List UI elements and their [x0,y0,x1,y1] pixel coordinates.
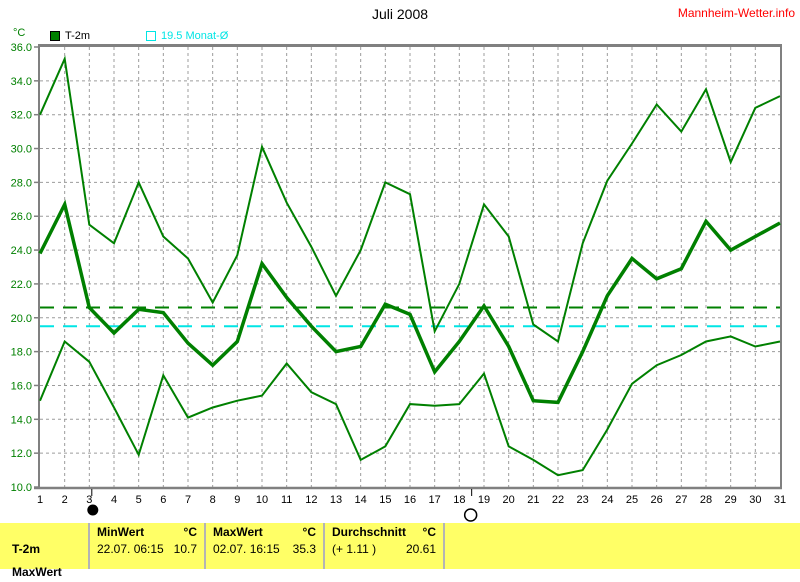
x-tick-label: 3 [86,494,92,506]
x-tick-label: 4 [111,494,117,506]
legend-item-t2m: T-2m [50,30,90,42]
x-tick-label: 20 [503,494,515,506]
x-tick-label: 18 [453,494,465,506]
sensor-label-column: T-2m MaxWert [0,523,88,579]
maxwert-header: MaxWert [213,525,263,539]
durchschnitt-delta: (+ 1.11 ) [332,542,377,556]
x-tick-label: 13 [330,494,342,506]
x-tick-label: 21 [527,494,539,506]
x-tick-label: 27 [675,494,687,506]
maxwert-datetime: 02.07. 16:15 [213,542,280,556]
x-tick-label: 5 [136,494,142,506]
y-axis-unit-label: °C [13,27,26,39]
x-tick-label: 8 [210,494,216,506]
maxwert-column: MaxWert °C 02.07. 16:15 35.3 [204,523,323,569]
legend-label: T-2m [65,30,91,42]
x-tick-label: 10 [256,494,268,506]
y-tick-label: 16.0 [11,380,32,392]
clipped-next-row-label: MaxWert [12,565,62,579]
y-tick-label: 36.0 [11,42,32,54]
legend-swatch-filled-icon [50,31,60,41]
x-tick-label: 19 [478,494,490,506]
y-tick-label: 30.0 [11,144,32,156]
legend-label: 19.5 Monat-Ø [161,30,229,42]
stats-table: T-2m MaxWert MinWert °C 22.07. 06:15 10.… [0,523,800,579]
y-tick-label: 10.0 [11,482,32,494]
x-tick-label: 22 [552,494,564,506]
x-tick-label: 15 [379,494,391,506]
x-tick-label: 2 [62,494,68,506]
durchschnitt-unit: °C [422,525,436,539]
series-line-max [39,55,781,344]
new-moon-icon [87,504,99,516]
x-tick-label: 26 [651,494,663,506]
series-line-mean [38,199,781,405]
x-tick-label: 23 [577,494,589,506]
maxwert-value: 35.3 [292,542,316,556]
durchschnitt-column: Durchschnitt °C (+ 1.11 ) 20.61 [323,523,443,569]
empty-column [443,523,800,569]
y-tick-label: 28.0 [11,177,32,189]
x-tick-label: 30 [749,494,761,506]
maxwert-unit: °C [302,525,316,539]
sensor-name: T-2m [12,542,41,556]
x-tick-label: 25 [626,494,638,506]
minwert-value: 10.7 [173,542,197,556]
site-link[interactable]: Mannheim-Wetter.info [677,6,795,20]
x-tick-label: 31 [774,494,786,506]
full-moon-icon [463,508,478,522]
x-tick-label: 1 [37,494,43,506]
x-tick-label: 11 [281,494,292,506]
y-tick-label: 32.0 [11,110,32,122]
y-tick-label: 12.0 [11,448,32,460]
y-tick-label: 34.0 [11,76,32,88]
x-tick-label: 17 [429,494,441,506]
x-tick-label: 16 [404,494,416,506]
x-tick-label: 28 [700,494,712,506]
x-tick-label: 9 [234,494,240,506]
y-tick-label: 18.0 [11,347,32,359]
page-title: Juli 2008 [371,6,429,22]
y-tick-label: 26.0 [11,211,32,223]
y-tick-label: 22.0 [11,279,32,291]
x-tick-label: 7 [185,494,191,506]
x-tick-label: 6 [160,494,166,506]
series-line-min [39,335,781,477]
x-tick-label: 12 [305,494,317,506]
minwert-column: MinWert °C 22.07. 06:15 10.7 [88,523,204,569]
y-tick-label: 14.0 [11,414,32,426]
x-tick-label: 29 [725,494,737,506]
minwert-unit: °C [183,525,197,539]
x-tick-label: 14 [355,494,367,506]
minwert-datetime: 22.07. 06:15 [97,542,164,556]
minwert-header: MinWert [97,525,145,539]
durchschnitt-header: Durchschnitt [332,525,407,539]
y-tick-label: 20.0 [11,313,32,325]
legend-item-monat-avg: 19.5 Monat-Ø [146,30,228,42]
x-tick-label: 24 [601,494,613,506]
y-tick-label: 24.0 [11,245,32,257]
legend-swatch-outline-icon [146,31,156,41]
temperature-chart: 36.0 34.0 32.0 30.0 28.0 26.0 24.0 22.0 20.0 18.0… [11,42,786,522]
durchschnitt-value: 20.61 [405,542,436,556]
